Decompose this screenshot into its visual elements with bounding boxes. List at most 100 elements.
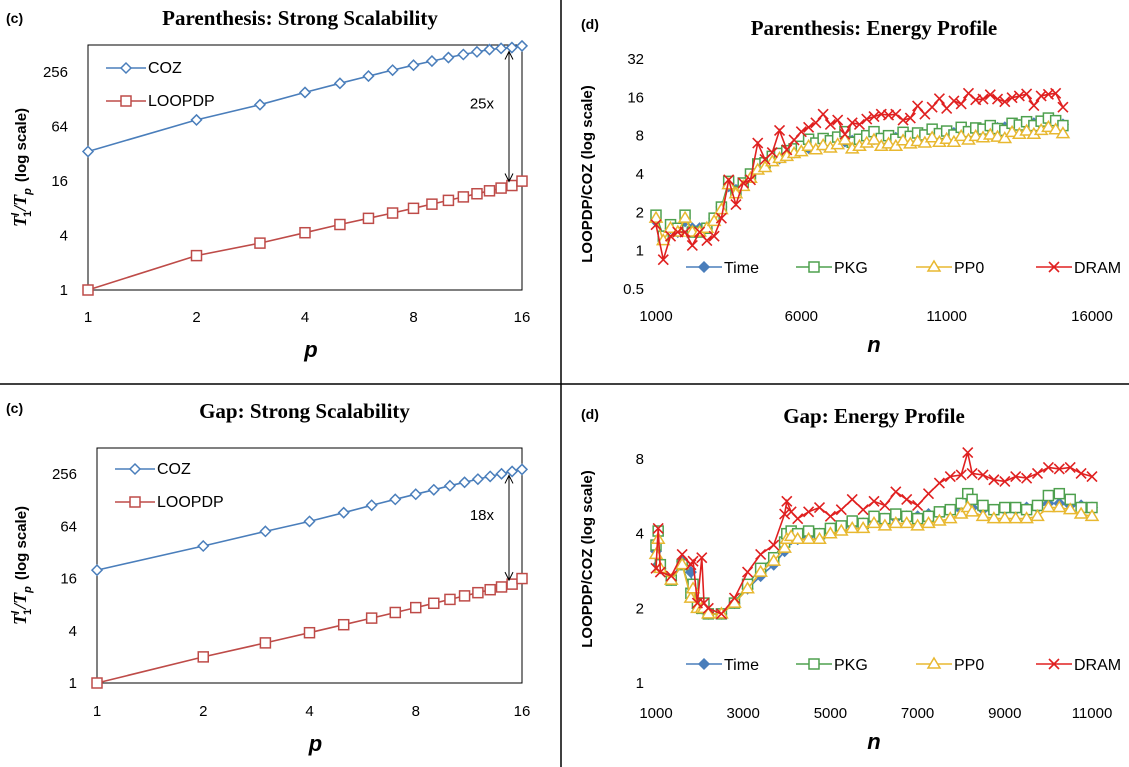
data-point-pp0-38: [986, 511, 1002, 524]
data-point-loopdp-14: [506, 179, 518, 192]
data-point-dram-17: [773, 124, 786, 136]
legend-label-pp0: PP0: [954, 657, 984, 674]
data-point-dram-13: [744, 174, 757, 186]
y-tick-label: 16: [51, 173, 68, 190]
data-point-loopdp-10: [457, 191, 470, 203]
legend-marker-pp0: [926, 656, 942, 669]
data-point-dram-31: [922, 488, 935, 500]
data-point-pp0-28: [888, 515, 904, 529]
data-point-pp0-44: [1051, 500, 1067, 513]
chart-title: Gap: Strong Scalability: [199, 399, 410, 423]
data-point-pp0-43: [1041, 500, 1056, 513]
data-point-pp0-29: [899, 515, 915, 529]
data-point-pkg-43: [1042, 489, 1055, 502]
data-point-dram-56: [1057, 101, 1069, 113]
data-point-dram-26: [839, 128, 851, 140]
data-point-loopdp-5: [365, 612, 378, 624]
y-tick-label: 4: [636, 166, 644, 183]
x-tick-label: 16: [514, 309, 531, 326]
data-point-loopdp-12: [484, 583, 496, 596]
legend-marker-dram: [1048, 658, 1060, 670]
data-point-coz-12: [484, 470, 497, 483]
data-point-dram-39: [999, 475, 1011, 487]
x-tick-label: 4: [305, 703, 313, 720]
data-point-dram-34: [897, 114, 909, 126]
data-point-pp0-26: [837, 132, 853, 145]
data-point-dram-13: [741, 566, 754, 578]
data-point-loopdp-3: [299, 226, 311, 239]
series-line-coz: [96, 468, 523, 571]
data-point-dram-38: [926, 101, 938, 113]
data-point-loopdp-11: [471, 187, 483, 200]
data-point-dram-33: [890, 108, 902, 120]
data-point-pp0-20: [801, 531, 816, 544]
data-point-pp0-47: [1084, 508, 1100, 522]
data-point-loopdp-7: [407, 202, 420, 215]
y-tick-label: 2: [636, 600, 644, 617]
data-point-pkg-39: [999, 501, 1011, 514]
gap-scalability-chart: (c) Gap: Strong Scalability 1 4 16 64 256 1 2 4 8 1…: [6, 399, 530, 756]
y-label-suffix: (log scale): [13, 506, 30, 580]
data-point-loopdp-1: [197, 651, 209, 663]
data-point-dram-2: [654, 566, 666, 578]
data-point-dram-17: [781, 495, 793, 507]
data-point-pp0-19: [790, 531, 806, 544]
data-point-dram-41: [1021, 472, 1033, 484]
y-axis-label: Tl1/Tp (log scale): [10, 506, 34, 625]
y-label-sub2: p: [22, 586, 34, 594]
data-point-dram-4: [679, 226, 691, 238]
data-point-dram-24: [824, 118, 836, 131]
data-point-dram-21: [813, 501, 826, 514]
data-point-coz-6: [389, 493, 402, 506]
data-point-pp0-10: [700, 606, 716, 619]
data-point-pkg-44: [1053, 487, 1066, 500]
legend-marker-pkg: [808, 658, 820, 670]
data-point-pp0-32: [881, 136, 896, 149]
data-point-coz-9: [443, 479, 457, 492]
gap-annotation: 18x: [470, 507, 495, 524]
data-point-pp0-16: [777, 540, 792, 553]
data-point-coz-12: [483, 43, 496, 56]
panel-label: (c): [6, 400, 23, 416]
data-point-pp0-21: [801, 138, 816, 152]
legend-marker-dram: [1048, 261, 1060, 273]
data-point-dram-10: [723, 174, 735, 186]
data-point-dram-7: [701, 235, 713, 247]
data-point-dram-38: [988, 474, 1000, 486]
data-point-pp0-14: [753, 564, 768, 577]
data-point-dram-46: [984, 89, 996, 101]
data-point-dram-5: [686, 239, 698, 251]
data-point-coz-4: [333, 77, 346, 90]
data-point-dram-40: [1010, 470, 1022, 483]
data-point-pp0-39: [997, 511, 1013, 524]
x-tick-label: 1: [84, 309, 92, 326]
data-point-pp0-33: [942, 511, 958, 524]
data-point-pp0-25: [855, 520, 871, 534]
legend-label-coz: COZ: [157, 461, 191, 478]
data-point-dram-37: [977, 469, 989, 481]
parenthesis-scalability-chart: (c) Parenthesis: Strong Scalability 1 4 16 64…: [6, 6, 530, 362]
parenthesis-energy-chart: (d) Parenthesis: Energy Profile 0.5 1 2 4 8 16 3…: [579, 16, 1121, 357]
data-point-pp0-41: [1019, 511, 1034, 524]
gap-annotation: 25x: [470, 96, 495, 113]
data-point-dram-44: [1053, 463, 1065, 475]
data-point-pp0-42: [1030, 508, 1045, 522]
gap-arrow-head-bottom: [504, 571, 514, 582]
legend-marker-loopdp: [129, 496, 141, 508]
y-label-sub1: 1: [22, 211, 34, 217]
data-point-pp0-41: [946, 134, 962, 148]
data-point-pp0-31: [921, 515, 936, 529]
data-point-coz-11: [470, 45, 484, 58]
data-point-dram-51: [1021, 88, 1033, 100]
data-point-loopdp-6: [389, 606, 402, 619]
legend-marker-pp0: [926, 259, 942, 272]
data-point-dram-29: [901, 493, 913, 505]
data-point-coz-5: [362, 70, 375, 83]
y-label-sup: l: [10, 610, 22, 614]
gap-arrow-head-top: [504, 50, 514, 60]
x-tick-label: 9000: [988, 705, 1021, 722]
data-point-pp0-0: [648, 210, 664, 223]
y-tick-label: 2: [636, 204, 644, 221]
data-point-loopdp-9: [442, 194, 455, 207]
legend-marker-pkg: [808, 261, 820, 273]
